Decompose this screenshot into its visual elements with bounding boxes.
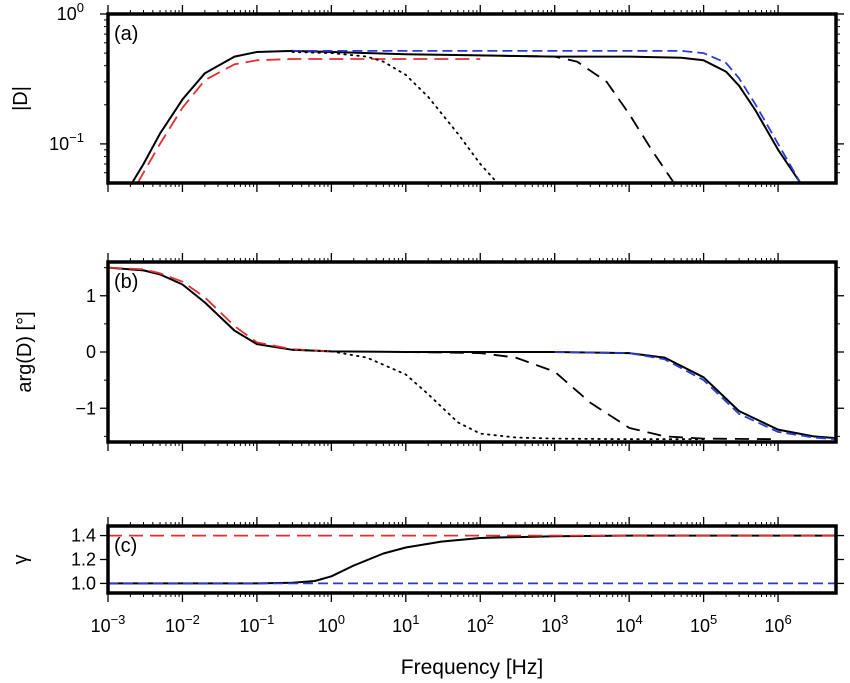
panel-frame xyxy=(106,524,838,595)
series-line-3 xyxy=(291,348,705,441)
y-tick-label: 1.2 xyxy=(71,550,96,570)
x-tick-label: 101 xyxy=(392,612,419,636)
x-tick-label: 105 xyxy=(690,612,717,636)
series-line-4 xyxy=(405,351,779,441)
panel-frame xyxy=(106,12,838,185)
y-axis-label: |D| xyxy=(10,86,32,111)
series-line-1 xyxy=(136,58,481,183)
y-tick-label-exponent: 0 xyxy=(77,0,84,15)
series-line-0 xyxy=(131,49,802,183)
y-tick-label-base: 10 xyxy=(49,134,69,154)
panel-label: (a) xyxy=(114,23,138,45)
x-tick-label-base: 10 xyxy=(239,616,259,636)
y-tick-label: 1.4 xyxy=(71,526,96,546)
series-line-4 xyxy=(480,54,675,183)
series-group xyxy=(108,266,836,441)
y-tick-label-base: 10 xyxy=(57,4,77,24)
x-tick-label-base: 10 xyxy=(616,616,636,636)
x-tick-label-exponent: 6 xyxy=(784,612,791,627)
panel-label: (c) xyxy=(114,535,137,557)
x-tick-label-base: 10 xyxy=(318,616,338,636)
x-tick-label: 10−3 xyxy=(91,612,126,636)
y-tick-label: 1 xyxy=(86,286,96,306)
y-axis-label: γ xyxy=(10,555,32,565)
series-group xyxy=(131,49,802,183)
x-tick-label-base: 10 xyxy=(165,616,185,636)
x-tick-label-exponent: 1 xyxy=(412,612,419,627)
series-line-1 xyxy=(108,266,332,353)
x-tick-label-exponent: 0 xyxy=(338,612,345,627)
y-tick-label: 1.0 xyxy=(71,573,96,593)
x-axis-label: Frequency [Hz] xyxy=(401,656,543,679)
y-tick-label: 0 xyxy=(86,342,96,362)
panel-frame xyxy=(106,260,838,444)
x-tick-label-exponent: 4 xyxy=(636,612,643,627)
x-tick-label-base: 10 xyxy=(764,616,784,636)
series-line-2 xyxy=(554,351,836,441)
x-tick-label-base: 10 xyxy=(392,616,412,636)
x-tick-label: 103 xyxy=(541,612,568,636)
x-tick-label-exponent: 2 xyxy=(487,612,494,627)
x-tick-label-exponent: −3 xyxy=(111,612,126,627)
shared-axis: 10−3 10−2 10−1 100 101 102 103 104 105 106Frequen… xyxy=(91,612,792,679)
x-tick-label-base: 10 xyxy=(690,616,710,636)
series-line-0 xyxy=(108,534,836,585)
x-tick-label: 106 xyxy=(764,612,791,636)
y-axis-label: arg(D) [°] xyxy=(14,311,36,392)
x-tick-label-exponent: 3 xyxy=(561,612,568,627)
x-tick-label-base: 10 xyxy=(467,616,487,636)
panel-c: 1.4 1.2 1.0 (c) γ xyxy=(10,517,844,602)
x-tick-label: 102 xyxy=(467,612,494,636)
x-tick-label-base: 10 xyxy=(91,616,111,636)
y-tick-label: 10−1 xyxy=(49,130,84,154)
panel-label: (b) xyxy=(114,271,138,293)
x-tick-label-base: 10 xyxy=(541,616,561,636)
x-tick-label: 100 xyxy=(318,612,345,636)
x-tick-label-exponent: −2 xyxy=(185,612,200,627)
x-tick-label-exponent: 5 xyxy=(710,612,717,627)
y-tick-label: 100 xyxy=(57,0,84,24)
y-tick-label-exponent: −1 xyxy=(69,130,84,145)
x-tick-label: 10−2 xyxy=(165,612,200,636)
x-tick-label: 10−1 xyxy=(239,612,274,636)
y-tick-label: −1 xyxy=(75,398,96,418)
panel-b: 1 0 −1 (b) arg(D) [°] xyxy=(14,253,844,451)
series-line-3 xyxy=(291,51,499,183)
x-tick-label-exponent: −1 xyxy=(260,612,275,627)
series-group xyxy=(108,534,836,585)
series-line-2 xyxy=(292,50,802,183)
x-tick-label: 104 xyxy=(616,612,643,636)
